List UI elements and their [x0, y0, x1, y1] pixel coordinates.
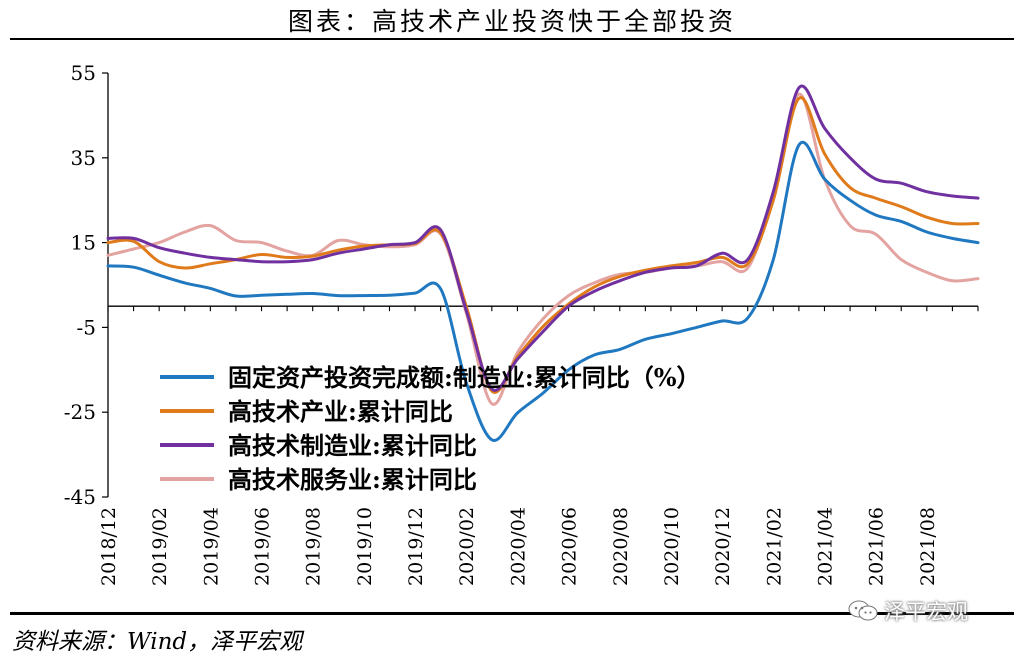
series-line-0: [106, 140, 980, 442]
y-tick-label: 55: [71, 61, 96, 85]
bottom-rule: [10, 612, 1014, 615]
legend-label-2: 高技术制造业:累计同比: [228, 431, 477, 460]
series-layer: [106, 84, 980, 442]
x-tick-label: 2019/08: [303, 507, 325, 586]
top-rule: [10, 38, 1014, 40]
y-tick-label: -5: [77, 315, 96, 339]
x-tick-label: 2019/12: [405, 507, 427, 586]
x-tick-label: 2020/02: [456, 507, 478, 586]
x-tick-label: 2021/08: [917, 507, 939, 586]
series-line-1: [106, 96, 980, 394]
y-tick-label: -45: [64, 485, 96, 509]
x-tick-label: 2020/04: [507, 507, 529, 586]
y-tick-label: -25: [64, 400, 96, 424]
x-tick-label: 2020/08: [610, 507, 632, 586]
x-tick-label: 2020/10: [661, 507, 683, 586]
wechat-icon: [848, 600, 878, 621]
watermark-text: 泽平宏观: [884, 600, 968, 624]
x-tick-label: 2021/06: [866, 507, 888, 586]
y-tick-label: 15: [71, 231, 96, 255]
y-tick-label: 35: [71, 146, 96, 170]
x-tick-label: 2021/02: [763, 507, 785, 586]
chart-title: 图表：高技术产业投资快于全部投资: [287, 7, 736, 36]
x-tick-label: 2019/02: [149, 507, 171, 586]
legend: 固定资产投资完成额:制造业:累计同比（%） 高技术产业:累计同比高技术制造业:累计…: [160, 363, 701, 494]
legend-label-3: 高技术服务业:累计同比: [228, 465, 477, 494]
series-line-2: [106, 84, 980, 392]
legend-label-1: 高技术产业:累计同比: [228, 397, 453, 426]
x-tick-label: 2019/06: [252, 507, 274, 586]
x-tick-label: 2020/06: [559, 507, 581, 586]
x-tick-label: 2020/12: [712, 507, 734, 586]
source-note: 资料来源：Wind，泽平宏观: [12, 629, 303, 655]
legend-label-0: 固定资产投资完成额:制造业:累计同比（%）: [228, 363, 701, 392]
series-line-3: [106, 92, 980, 406]
watermark: 泽平宏观: [848, 596, 968, 626]
x-tick-label: 2019/04: [200, 507, 222, 586]
x-tick-label: 2021/04: [814, 507, 836, 586]
x-tick-label: 2018/12: [98, 507, 120, 586]
x-tick-label: 2019/10: [354, 507, 376, 586]
